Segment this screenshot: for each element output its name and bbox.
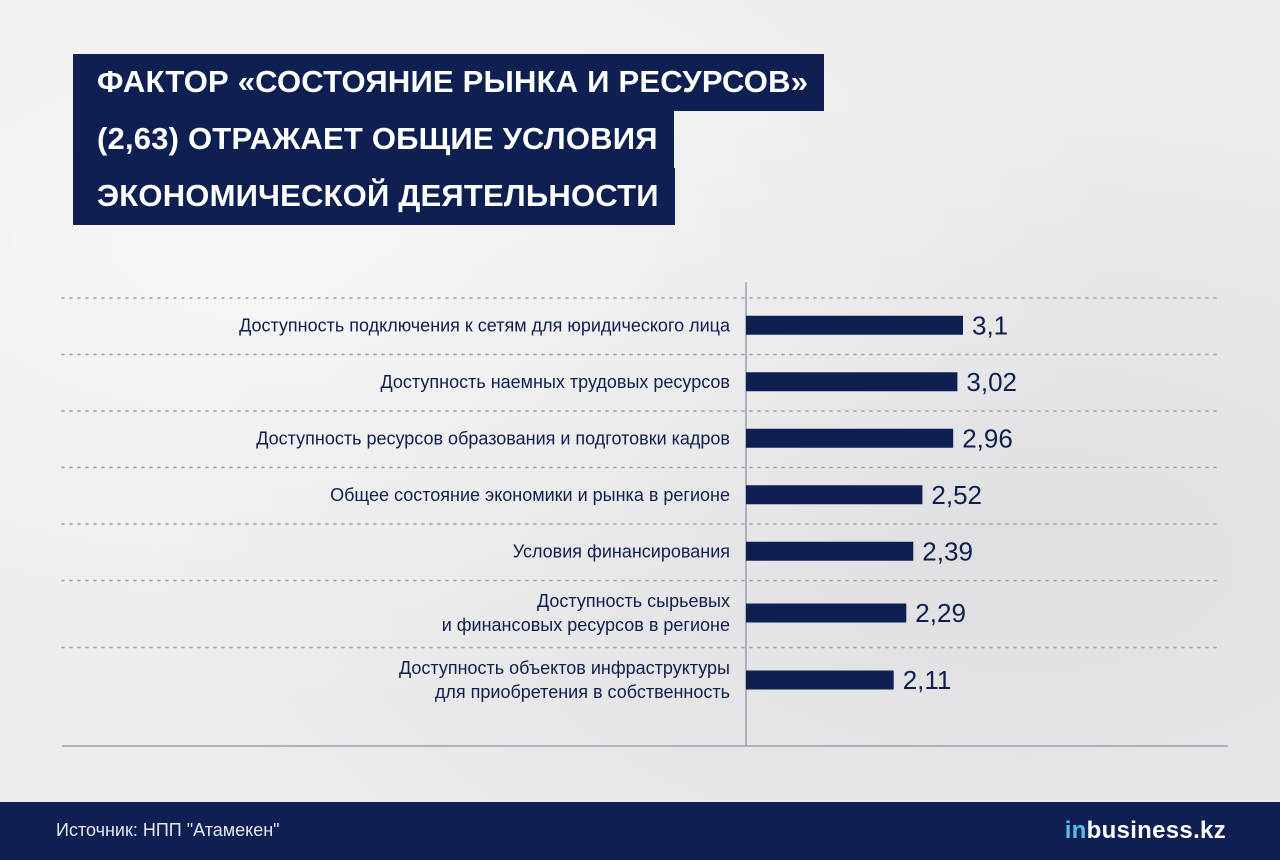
value-label: 2,52 (931, 480, 982, 510)
bar (746, 603, 907, 623)
category-label: Доступность наемных трудовых ресурсов (381, 372, 730, 392)
inbusiness-logo[interactable]: inbusiness.kz (1065, 817, 1226, 845)
bar (746, 428, 954, 448)
value-label: 2,39 (922, 536, 973, 566)
source-text: Источник: НПП "Атамекен" (56, 820, 280, 840)
value-label: 2,29 (915, 598, 966, 628)
category-label: Доступность объектов инфраструктуры (399, 658, 730, 678)
category-label: Доступность подключения к сетям для юрид… (239, 315, 731, 335)
bar-chart: 3,1 Доступность подключения к сетям для ю… (61, 282, 1228, 747)
value-label: 3,1 (972, 310, 1008, 340)
footer: Источник: НПП "Атамекен" inbusiness.kz (0, 802, 1280, 860)
bar (746, 541, 914, 561)
value-label: 2,96 (962, 423, 1013, 453)
bar (746, 670, 894, 690)
category-label: Доступность ресурсов образования и подго… (256, 428, 730, 448)
bar (746, 315, 963, 335)
category-label: Общее состояние экономики и рынка в реги… (330, 485, 730, 505)
bar (746, 485, 923, 505)
category-label: и финансовых ресурсов в регионе (442, 615, 730, 635)
title-line-1: ФАКТОР «СОСТОЯНИЕ РЫНКА И РЕСУРСОВ» (73, 54, 825, 111)
logo-text: business.kz (1086, 817, 1226, 844)
bar (746, 372, 958, 392)
category-label: Условия финансирования (513, 541, 730, 561)
logo-prefix: in (1064, 817, 1087, 844)
category-label: Доступность сырьевых (537, 591, 730, 611)
title-line-3: ЭКОНОМИЧЕСКОЙ ДЕЯТЕЛЬНОСТИ (73, 168, 675, 225)
value-label: 2,11 (903, 665, 952, 695)
category-label: для приобретения в собственность (435, 682, 730, 702)
title-line-2: (2,63) ОТРАЖАЕТ ОБЩИЕ УСЛОВИЯ (73, 111, 674, 168)
value-label: 3,02 (966, 367, 1017, 397)
